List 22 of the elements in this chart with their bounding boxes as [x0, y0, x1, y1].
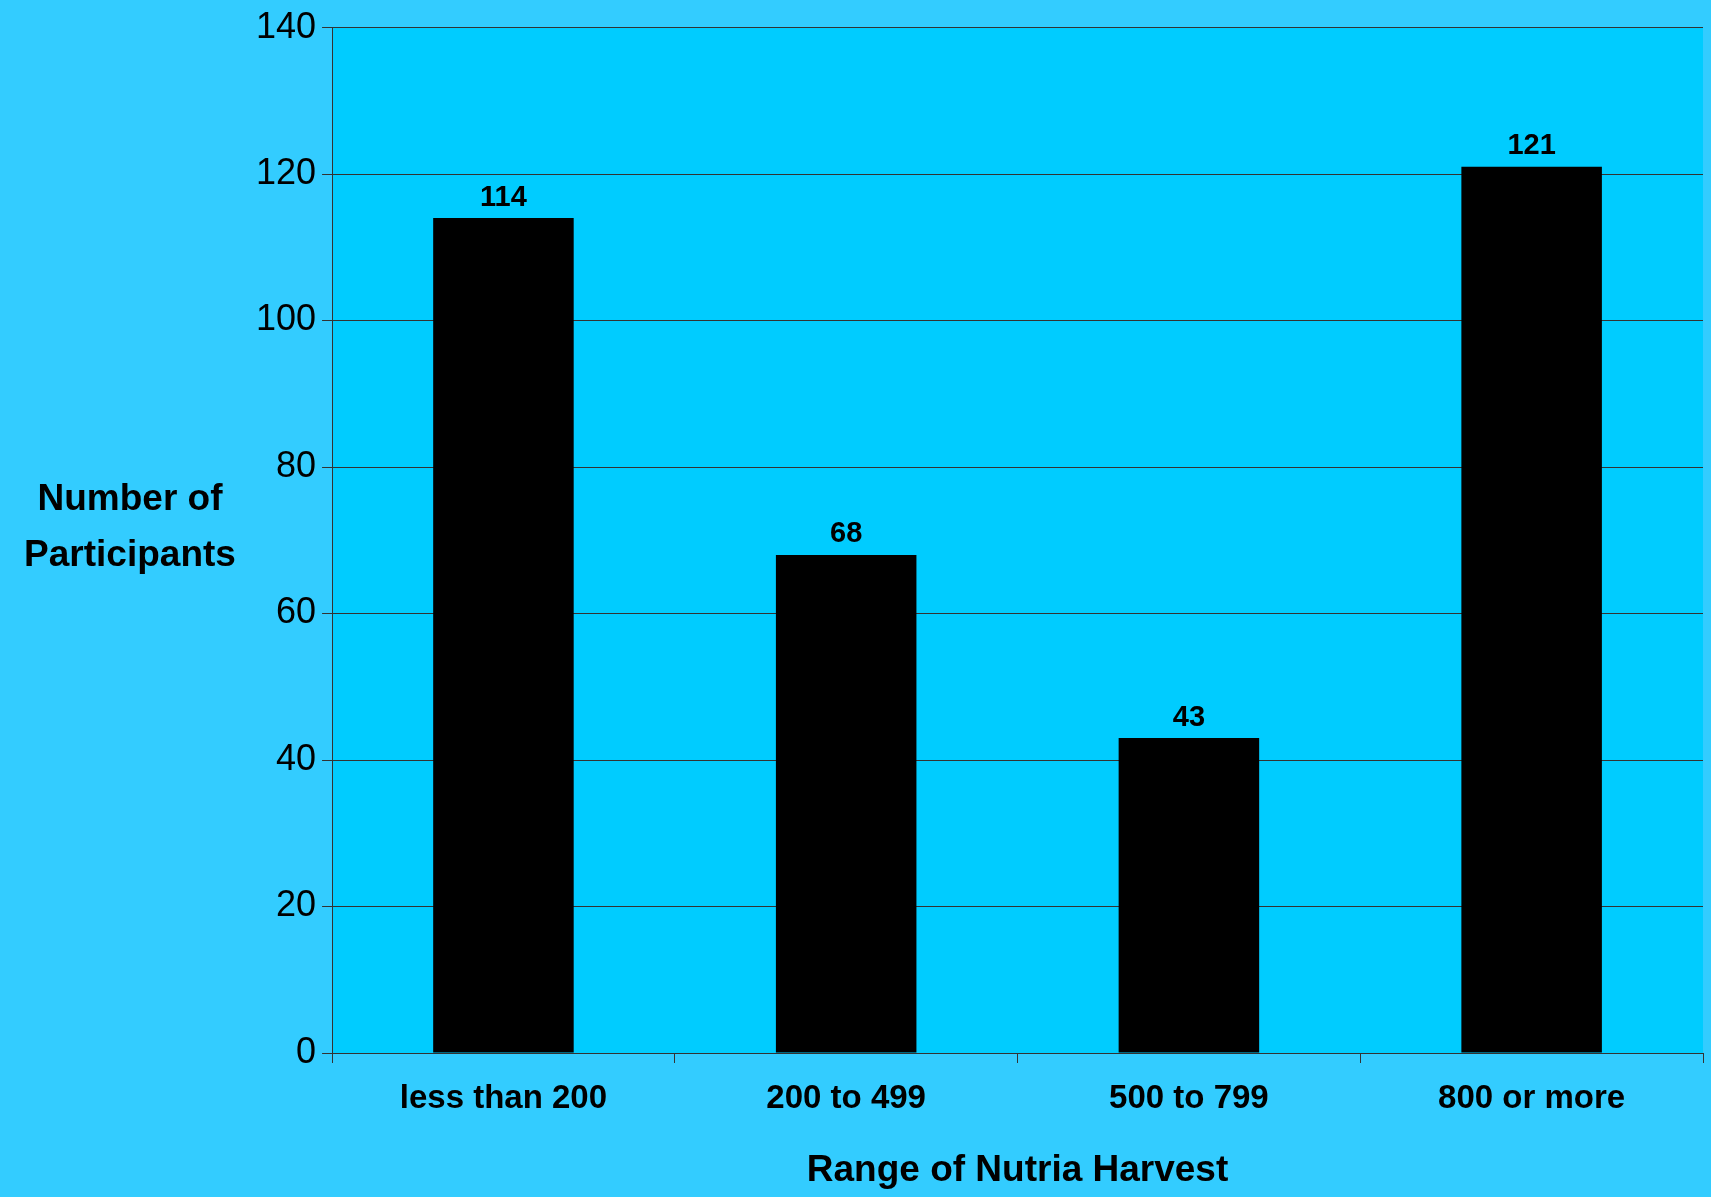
x-axis-title: Range of Nutria Harvest [806, 1148, 1229, 1189]
y-axis-title: Number of Participants [23, 476, 237, 576]
data-label: 43 [1172, 699, 1206, 732]
y-tick-label: 120 [255, 151, 317, 193]
y-tick-label: 60 [276, 590, 317, 632]
bar [775, 554, 917, 1053]
y-tick-label: 0 [296, 1029, 317, 1071]
data-label: 68 [830, 516, 863, 549]
bar [1118, 738, 1260, 1053]
data-label: 121 [1507, 128, 1556, 161]
x-tick-label: 500 to 799 [1109, 1077, 1269, 1115]
bar [433, 218, 574, 1053]
y-tick-label: 80 [276, 443, 317, 485]
y-tick-label: 140 [255, 4, 317, 46]
x-tick-label: 800 or more [1438, 1077, 1626, 1115]
bar [1461, 166, 1602, 1053]
y-tick-label: 40 [276, 736, 317, 778]
x-tick-label: 200 to 499 [766, 1077, 926, 1115]
y-tick-label: 100 [255, 297, 317, 339]
y-tick-label: 20 [276, 883, 317, 925]
data-label: 114 [480, 179, 527, 212]
x-tick-label: less than 200 [399, 1077, 608, 1115]
